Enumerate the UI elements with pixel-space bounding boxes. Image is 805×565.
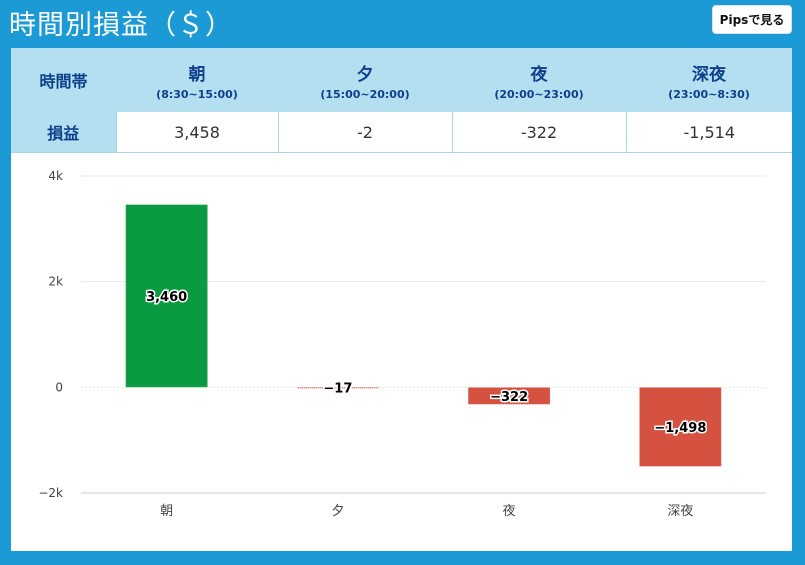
content-panel: 時間帯 朝 (8:30~15:00) 夕 (15:00~20:00) 夜 (20:00… bbox=[11, 48, 792, 551]
x-category-label: 夕 bbox=[331, 504, 344, 519]
column-header: 深夜 (23:00~8:30) bbox=[626, 48, 792, 112]
table-value-row: 損益 3,458 -2 -322 -1,514 bbox=[11, 112, 792, 153]
x-category-label: 夜 bbox=[503, 504, 516, 519]
table-header-row: 時間帯 朝 (8:30~15:00) 夕 (15:00~20:00) 夜 (20:00… bbox=[11, 48, 792, 112]
y-tick-label: 4k bbox=[48, 169, 63, 183]
column-header: 夜 (20:00~23:00) bbox=[452, 48, 626, 112]
column-name: 朝 bbox=[188, 64, 206, 85]
column-range: (23:00~8:30) bbox=[668, 87, 750, 101]
y-tick-label: 0 bbox=[55, 380, 63, 394]
pips-view-button[interactable]: Pipsで見る bbox=[712, 5, 792, 34]
profit-bar-chart: 4k 2k 0 −2k 3,460 朝 −17 夕 −322 夜 −1,498 深夜 bbox=[38, 169, 766, 519]
data-label: −322 bbox=[490, 390, 528, 405]
x-category-label: 朝 bbox=[160, 504, 173, 519]
column-name: 深夜 bbox=[692, 64, 726, 85]
data-label: 3,460 bbox=[146, 290, 187, 305]
column-range: (20:00~23:00) bbox=[494, 87, 584, 101]
chart-bar bbox=[125, 204, 209, 388]
row-label: 損益 bbox=[11, 112, 116, 153]
data-label: −1,498 bbox=[654, 421, 706, 436]
table-cell: 3,458 bbox=[115, 112, 278, 153]
time-summary-table: 時間帯 朝 (8:30~15:00) 夕 (15:00~20:00) 夜 (20:00… bbox=[11, 48, 792, 153]
column-range: (15:00~20:00) bbox=[320, 87, 410, 101]
table-cell: -1,514 bbox=[625, 112, 792, 153]
y-tick-label: 2k bbox=[48, 275, 63, 289]
table-cell: -322 bbox=[451, 112, 626, 153]
corner-label: 時間帯 bbox=[11, 48, 116, 112]
chart-bar bbox=[638, 386, 722, 467]
table-cell: -2 bbox=[277, 112, 452, 153]
chart-bar bbox=[467, 386, 551, 405]
chart-bar bbox=[296, 386, 380, 389]
page-title: 時間別損益（＄） bbox=[9, 10, 233, 41]
data-label: −17 bbox=[323, 381, 352, 396]
x-category-label: 深夜 bbox=[667, 504, 693, 519]
column-range: (8:30~15:00) bbox=[156, 87, 238, 101]
y-tick-label: −2k bbox=[38, 486, 63, 500]
column-name: 夕 bbox=[356, 64, 374, 85]
column-header: 夕 (15:00~20:00) bbox=[278, 48, 452, 112]
header-bar: 時間別損益（＄） Pipsで見る bbox=[0, 0, 805, 48]
column-name: 夜 bbox=[530, 64, 548, 85]
column-header: 朝 (8:30~15:00) bbox=[116, 48, 278, 112]
